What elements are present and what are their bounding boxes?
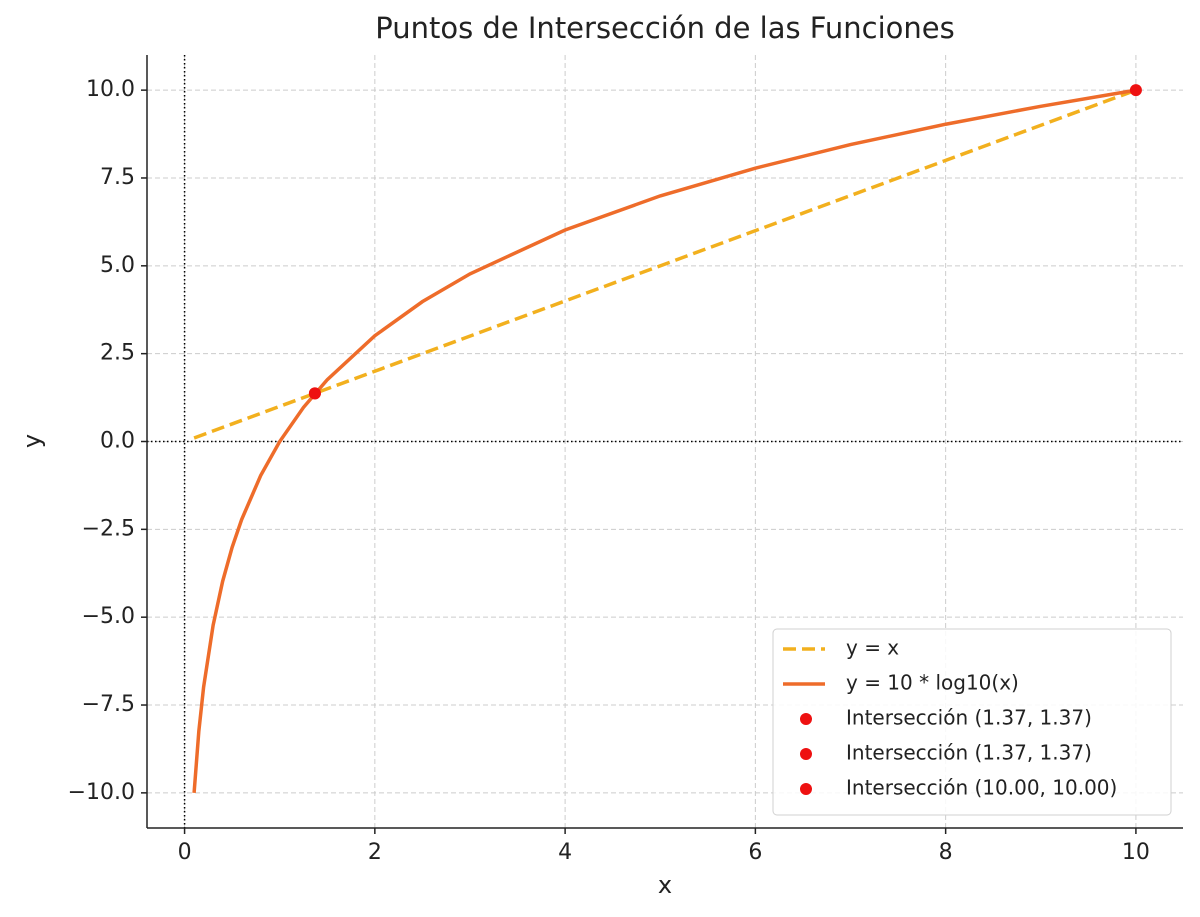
legend-label: Intersección (1.37, 1.37) [846, 706, 1092, 730]
y-tick-label: 7.5 [100, 165, 135, 190]
legend-label: Intersección (1.37, 1.37) [846, 741, 1092, 765]
x-tick-label: 0 [178, 840, 192, 865]
legend-box [772, 628, 1172, 816]
legend: y = x y = 10 * log10(x) Intersección (1.37… [772, 628, 1172, 816]
x-tick-label: 10 [1122, 840, 1150, 865]
y-tick-label: 10.0 [86, 77, 135, 102]
legend-swatch [800, 783, 812, 795]
x-axis-label: x [658, 871, 672, 899]
legend-swatch [800, 748, 812, 760]
y-tick-label: 2.5 [100, 341, 135, 366]
y-tick-label: 5.0 [100, 253, 135, 278]
y-axis-label: y [18, 434, 46, 448]
legend-label: y = 10 * log10(x) [846, 671, 1019, 695]
legend-label: Intersección (10.00, 10.00) [846, 776, 1117, 800]
x-tick-label: 4 [558, 840, 572, 865]
intersection-point [308, 387, 321, 400]
x-tick-label: 8 [939, 840, 953, 865]
line-series [192, 88, 1137, 793]
x-tick-label: 2 [368, 840, 382, 865]
y-tick-label: −7.5 [82, 692, 135, 717]
legend-label: y = x [846, 636, 899, 660]
y-tick-label: −2.5 [82, 516, 135, 541]
chart-title: Puntos de Intersección de las Funciones [375, 11, 955, 45]
y-tick-label: 0.0 [100, 429, 135, 454]
legend-swatch [800, 713, 812, 725]
y-tick-label: −5.0 [82, 604, 135, 629]
x-tick-label: 6 [748, 840, 762, 865]
intersection-point [1129, 84, 1142, 97]
y-tick-label: −10.0 [68, 780, 135, 805]
line-series [193, 88, 1137, 440]
